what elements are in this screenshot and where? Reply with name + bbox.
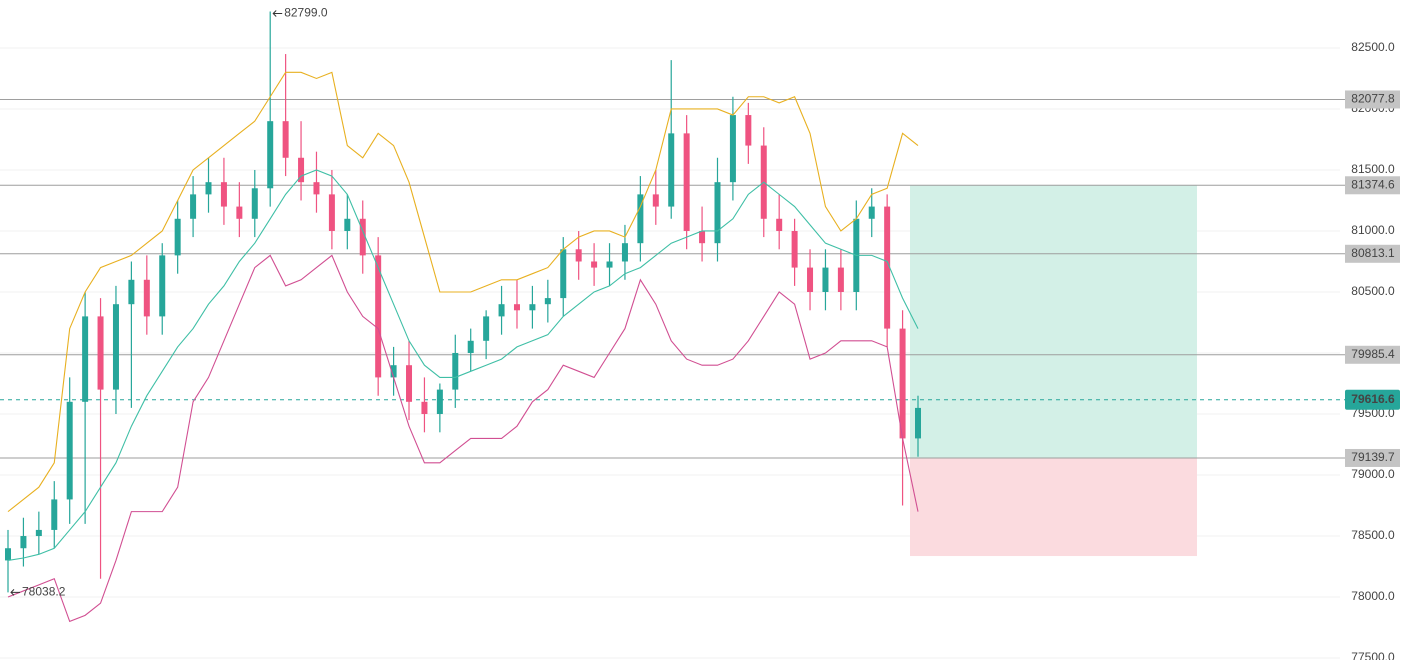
candle-body	[112, 304, 119, 390]
level-label-box	[1345, 244, 1400, 263]
candle-body	[822, 267, 829, 292]
annotation-arrow	[272, 10, 283, 17]
candle-body	[884, 206, 891, 329]
candle-body	[390, 365, 397, 378]
candle-body	[899, 328, 906, 439]
candle-body	[51, 499, 58, 530]
candle-body	[513, 304, 520, 311]
candle-body	[298, 157, 305, 183]
candle-body	[915, 407, 921, 439]
candle-body	[621, 243, 628, 262]
profit-zone	[910, 185, 1197, 458]
level-label: 81374.6	[1351, 177, 1395, 191]
candle-body	[190, 194, 197, 219]
annotation-label: 78038.2	[22, 585, 66, 599]
candle-body	[699, 230, 706, 244]
level-label: 79139.7	[1351, 450, 1395, 464]
candle-body	[498, 304, 505, 317]
candle-body	[652, 194, 659, 207]
candle-body	[159, 255, 166, 317]
y-tick-label: 78500.0	[1351, 528, 1395, 542]
y-tick-label: 79000.0	[1351, 467, 1395, 481]
candle-body	[791, 230, 798, 268]
candle-body	[637, 194, 644, 244]
candle-body	[267, 121, 274, 189]
candle-body	[313, 182, 320, 195]
band-line	[7, 254, 919, 623]
candle-body	[452, 353, 459, 390]
candle-body	[251, 188, 258, 219]
level-label-box	[1345, 90, 1400, 109]
candle-body	[359, 218, 366, 256]
candle-body	[174, 218, 181, 256]
candle-body	[807, 267, 814, 292]
candle-body	[575, 249, 582, 262]
candle-body	[591, 261, 598, 268]
candle-body	[5, 548, 11, 561]
level-label: 80813.1	[1351, 246, 1395, 260]
annotation-arrow	[10, 589, 20, 596]
candle-body	[729, 115, 736, 183]
candle-body	[606, 261, 613, 268]
current-price-label: 79616.6	[1351, 392, 1395, 406]
level-label-box	[1345, 176, 1400, 195]
candle-body	[406, 365, 413, 402]
candle-body	[375, 255, 382, 378]
level-label: 79985.4	[1351, 347, 1395, 361]
y-tick-label: 82500.0	[1351, 40, 1395, 54]
level-label-box	[1345, 448, 1400, 467]
candle-body	[236, 206, 243, 219]
candle-body	[128, 279, 135, 305]
current-price-box	[1345, 389, 1400, 410]
candle-body	[837, 267, 844, 292]
candle-body	[82, 316, 89, 402]
y-tick-label: 77500.0	[1351, 650, 1395, 660]
y-tick-label: 78000.0	[1351, 589, 1395, 603]
y-tick-label: 81500.0	[1351, 162, 1395, 176]
annotation-label: 82799.0	[284, 6, 328, 20]
candle-body	[205, 182, 212, 195]
candle-body	[143, 279, 150, 317]
candle-body	[97, 316, 104, 390]
candle-body	[483, 316, 490, 341]
candle-body	[776, 218, 783, 231]
loss-zone	[910, 457, 1197, 557]
candle-body	[436, 389, 443, 415]
candle-body	[745, 115, 752, 146]
candle-body	[529, 304, 536, 311]
candle-body	[683, 133, 690, 231]
y-tick-label: 80500.0	[1351, 284, 1395, 298]
candle-body	[421, 401, 428, 415]
candle-body	[328, 194, 335, 231]
candle-body	[467, 340, 474, 354]
candle-body	[668, 133, 675, 207]
candle-body	[282, 121, 289, 158]
band-line	[7, 169, 919, 561]
candle-body	[344, 218, 351, 231]
candle-body	[868, 206, 875, 219]
candle-body	[35, 529, 42, 537]
candle-body	[560, 249, 567, 299]
candle-body	[220, 182, 227, 207]
y-tick-label: 81000.0	[1351, 223, 1395, 237]
level-label-box	[1345, 345, 1400, 364]
band-line	[7, 71, 919, 513]
level-label: 82077.8	[1351, 92, 1395, 106]
candle-body	[66, 401, 73, 500]
candle-body	[714, 182, 721, 244]
candle-body	[20, 536, 27, 549]
candle-body	[544, 298, 551, 305]
